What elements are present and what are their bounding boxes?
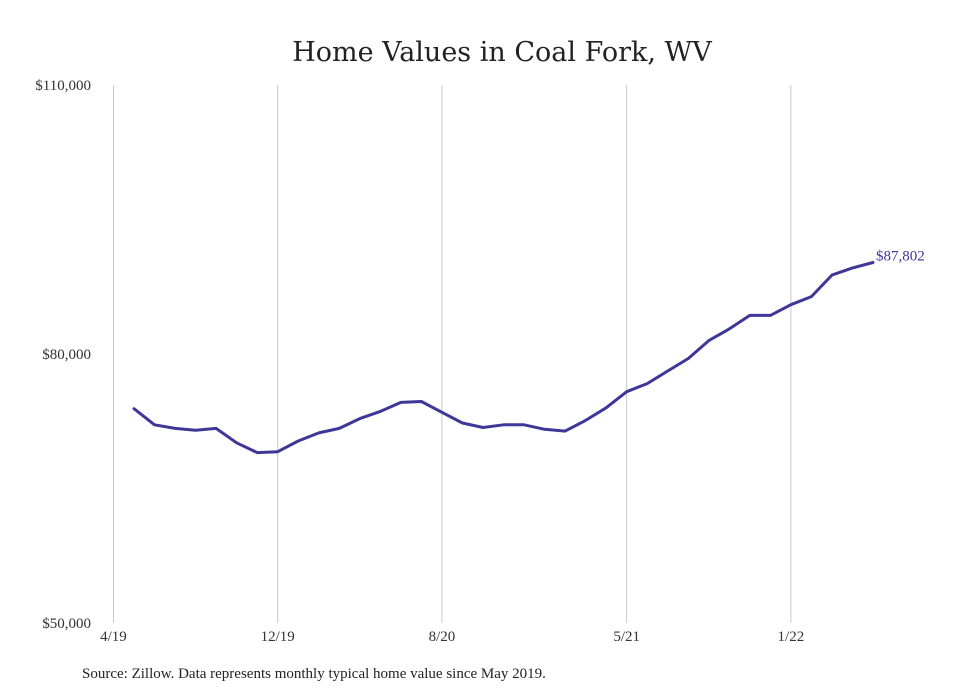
x-tick-label: 5/21 [613,629,640,645]
x-axis-ticks: 4/19 12/19 8/20 5/21 1/22 [100,629,804,645]
x-tick-label: 12/19 [261,629,295,645]
chart-title: Home Values in Coal Fork, WV [292,37,712,68]
x-tick-label: 4/19 [100,629,127,645]
y-axis-ticks: $110,000 $80,000 $50,000 [35,78,91,632]
gridlines [112,85,792,623]
source-note: Source: Zillow. Data represents monthly … [82,666,546,682]
end-value-label: $87,802 [876,249,925,265]
series-line [132,261,875,455]
y-tick-label: $110,000 [35,78,91,94]
y-tick-label: $50,000 [42,616,91,632]
y-tick-label: $80,000 [42,347,91,363]
x-tick-label: 1/22 [778,629,805,645]
x-tick-label: 8/20 [429,629,456,645]
